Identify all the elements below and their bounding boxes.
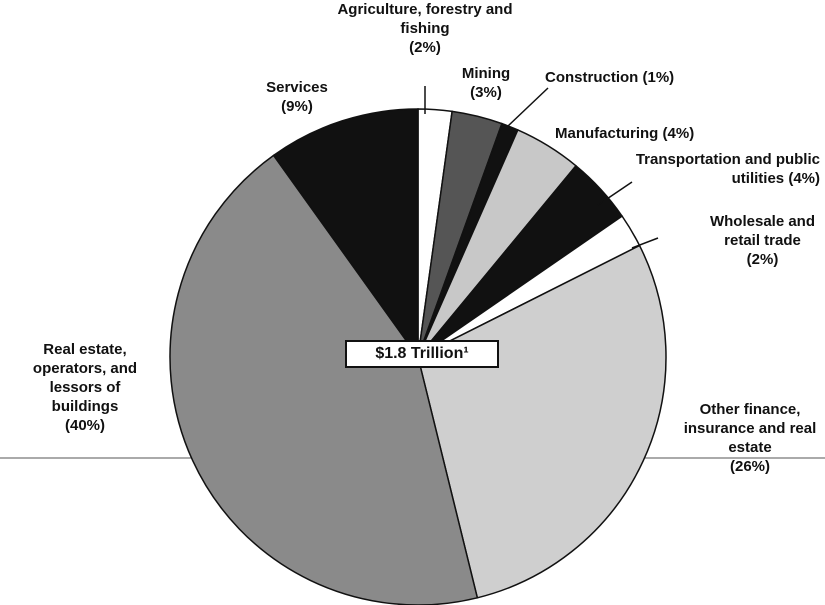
pie-slice (417, 244, 667, 599)
category-label: Agriculture, forestry and fishing (337, 1, 513, 37)
category-label: Manufacturing (555, 125, 659, 142)
category-label: Construction (545, 69, 639, 86)
value-label: (1%) (642, 69, 675, 86)
category-label: Mining (461, 65, 511, 82)
slice-label: Services (9%) (247, 78, 347, 116)
category-label: Transportation and public utilities (635, 151, 820, 187)
value-label: (26%) (729, 458, 770, 475)
value-label: (9%) (281, 98, 313, 115)
value-label: (4%) (662, 125, 695, 142)
category-label: Other finance, insurance and real estate (683, 401, 817, 456)
pie-slice (272, 108, 419, 360)
slice-label: Transportation and public utilities (4%) (620, 150, 820, 188)
category-label: Wholesale and retail trade (709, 213, 816, 249)
value-label: (4%) (788, 170, 820, 187)
leader-lines (424, 86, 659, 249)
slice-label: Real estate, operators, and lessors of b… (20, 340, 150, 435)
category-label: Real estate, operators, and lessors of b… (32, 341, 138, 415)
slice-label: Other finance, insurance and real estate… (680, 400, 820, 476)
value-label: (2%) (409, 39, 441, 56)
slice-label: Mining (3%) (446, 64, 526, 102)
slice-label: Wholesale and retail trade (2%) (695, 212, 825, 269)
slice-label: Construction (1%) (545, 68, 745, 87)
value-label: (40%) (64, 417, 105, 434)
category-label: Services (266, 79, 328, 96)
pie-slice (169, 154, 479, 605)
value-label: (2%) (746, 251, 779, 268)
total-label: $1.8 Trillion¹ (345, 340, 499, 368)
value-label: (3%) (470, 84, 502, 101)
slice-label: Manufacturing (4%) (555, 124, 775, 143)
slice-label: Agriculture, forestry and fishing (2%) (330, 0, 520, 57)
